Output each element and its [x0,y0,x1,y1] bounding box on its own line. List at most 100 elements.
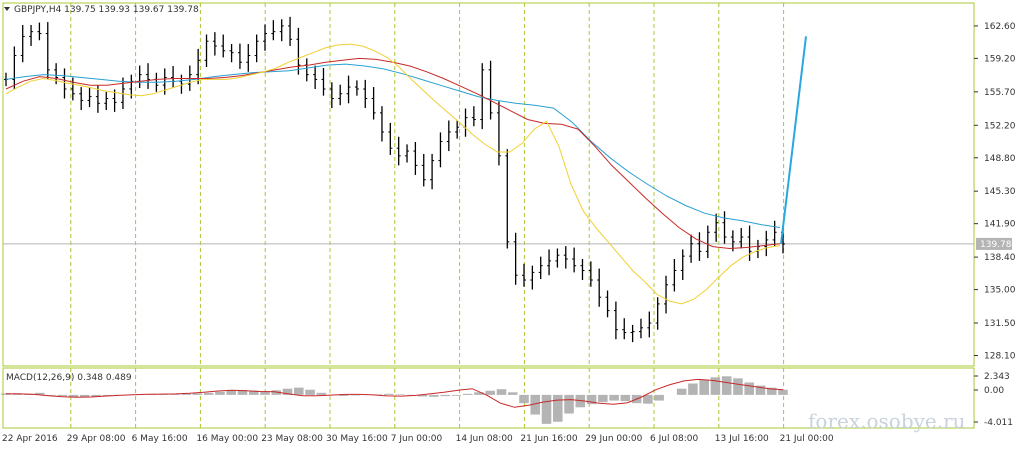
macd-bar [676,388,687,395]
macd-frame [2,367,975,429]
macd-bar [710,377,721,395]
macd-title: MACD(12,26,9) 0.348 0.489 [6,373,132,383]
macd-bar [339,394,349,396]
macd-bar [68,394,79,397]
macd-bar [552,394,563,422]
x-tick-label: 29 Jun 00:00 [585,434,642,444]
current-price-label: 139.78 [980,240,1012,250]
ma-fast-line [5,43,781,305]
y-tick-label: 135.00 [984,286,1016,296]
macd-bar [91,394,101,397]
macd-bar [203,392,214,395]
x-tick-label: 22 Apr 2016 [2,434,58,444]
macd-bar [305,389,315,395]
x-tick-label: 7 Jun 00:00 [391,434,443,444]
macd-bar [688,383,698,395]
macd-bar [474,392,484,395]
macd-bar [237,389,248,395]
macd-bar [609,394,619,401]
y-tick-label: 141.90 [984,220,1016,230]
moving-averages [5,36,807,305]
current-price-badge [976,237,1012,250]
macd-bar [778,389,788,395]
macd-bar [46,394,56,396]
time-axis: 22 Apr 2016 29 Apr 08:00 6 May 16:00 16 May… [2,434,834,444]
macd-bar [102,394,113,396]
macd-y-tick-label: 0.00 [984,386,1004,396]
macd-panel [1,376,788,424]
x-tick-label: 13 Jul 16:00 [715,434,769,444]
y-tick-label: 159.20 [984,54,1016,64]
y-tick-label: 138.40 [984,253,1016,263]
y-tick-label: 148.80 [984,154,1016,164]
macd-bar [316,392,327,395]
macd-bar [485,390,496,395]
macd-bar [282,388,293,395]
macd-bar [654,394,664,401]
x-tick-label: 23 May 08:00 [261,434,323,444]
macd-bar [620,394,631,402]
macd-bar [733,378,743,395]
macd-bar [766,387,777,395]
x-tick-label: 30 May 16:00 [326,434,388,444]
y-tick-label: 131.50 [984,319,1016,329]
macd-bar [34,392,45,395]
x-tick-label: 21 Jul 00:00 [780,434,834,444]
x-tick-label: 21 Jun 16:00 [520,434,577,444]
macd-signal-line [5,378,784,408]
y-tick-label: 155.70 [984,88,1016,98]
macd-bar [395,394,405,395]
macd-bar [260,391,270,395]
macd-bar [350,394,360,396]
macd-bar [226,390,237,395]
ma-mid-line [5,57,781,250]
collapse-arrow-icon[interactable] [4,7,10,11]
macd-bar [293,387,304,395]
macd-bar [564,394,574,414]
chart-frame [2,2,975,429]
x-tick-label: 16 May 00:00 [196,434,258,444]
macd-bar [462,393,473,395]
macd-bar [57,394,68,397]
macd-bar [417,394,428,397]
ma-slow-line [5,63,781,228]
macd-bar [440,394,450,397]
macd-bar [384,393,394,395]
macd-bar [643,394,653,404]
macd-bar [575,394,586,408]
macd-bar [181,393,191,395]
macd-bar [699,379,709,395]
macd-bar [496,389,507,395]
macd-bar [429,394,439,397]
main-frame [2,2,975,367]
macd-bar [744,382,755,395]
macd-bar [586,394,597,405]
x-tick-label: 14 Jun 08:00 [456,434,513,444]
macd-bar [530,394,541,415]
y-tick-label: 152.20 [984,121,1016,131]
macd-bar [598,394,608,403]
forecast-line [780,36,807,245]
macd-bar [451,394,462,396]
y-tick-label: 128.10 [984,351,1016,361]
macd-y-tick-label: -4.011 [984,418,1013,428]
macd-bar [372,394,383,395]
grid-lines [70,3,785,428]
macd-bar [80,394,90,398]
x-tick-label: 29 Apr 08:00 [67,434,126,444]
macd-y-tick-label: 2.343 [984,372,1010,382]
macd-bar [541,394,552,424]
macd-bar [192,393,203,395]
x-tick-label: 6 Jul 08:00 [650,434,699,444]
macd-bar [215,391,225,395]
macd-bar [721,376,732,395]
macd-bar [507,392,518,395]
x-tick-label: 6 May 16:00 [132,434,188,444]
y-tick-label: 162.60 [984,22,1016,32]
watermark: forex.osobye.ru [808,409,966,433]
y-tick-label: 145.30 [984,187,1016,197]
macd-bar [248,390,259,395]
macd-bar [519,394,529,404]
macd-bar [755,385,766,395]
